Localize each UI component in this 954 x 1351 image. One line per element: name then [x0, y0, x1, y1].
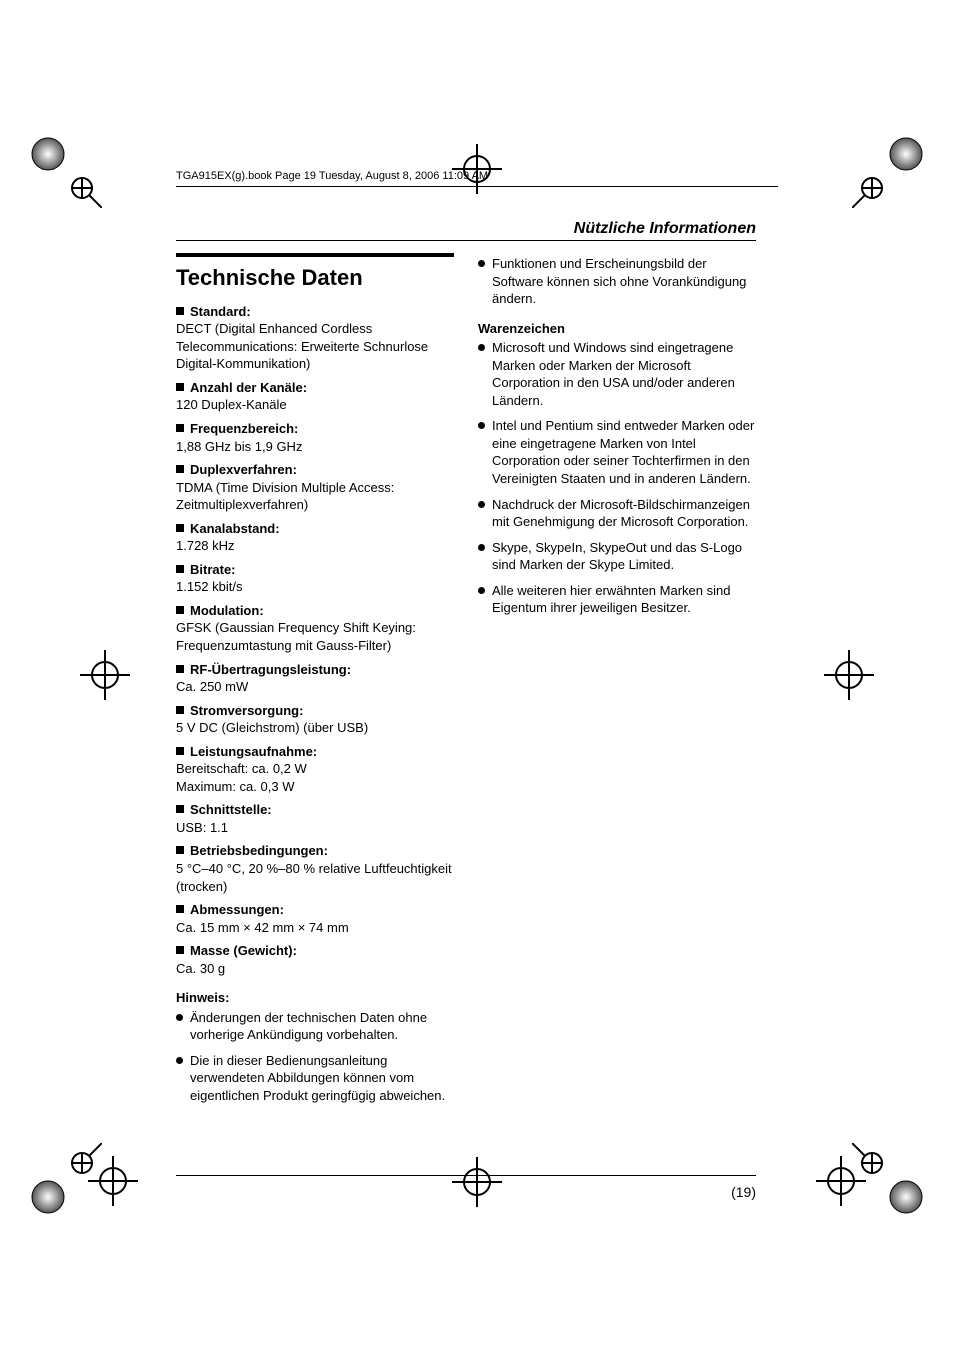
warenzeichen-item: Intel und Pentium sind entweder Marken o…: [478, 417, 756, 487]
spec-label-spacing: Kanalabstand:: [176, 520, 454, 538]
spec-label-opcond: Betriebsbedingungen:: [176, 842, 454, 860]
section-rule: [176, 240, 756, 241]
spec-value-power: 5 V DC (Gleichstrom) (über USB): [176, 719, 454, 737]
right-column: Funktionen und Erscheinungsbild der Soft…: [478, 253, 756, 1113]
columns: Technische Daten Standard: DECT (Digital…: [176, 253, 756, 1113]
left-column: Technische Daten Standard: DECT (Digital…: [176, 253, 454, 1113]
spec-value-mass: Ca. 30 ɡ: [176, 960, 454, 978]
register-mark-icon: [816, 1156, 866, 1206]
spec-label-modulation: Modulation:: [176, 602, 454, 620]
spec-value-spacing: 1.728 kHz: [176, 537, 454, 555]
register-mark-icon: [824, 650, 874, 700]
hinweis-list: Änderungen der technischen Daten ohne vo…: [176, 1009, 454, 1105]
spec-label-dims: Abmessungen:: [176, 901, 454, 919]
page-content: Nützliche Informationen Technische Daten…: [176, 220, 756, 1200]
spec-value-freq: 1,88 GHz bis 1,9 GHz: [176, 438, 454, 456]
main-heading: Technische Daten: [176, 263, 454, 293]
spec-value-consumption2: Maximum: ca. 0,3 W: [176, 778, 454, 796]
spec-value-channels: 120 Duplex-Kanäle: [176, 396, 454, 414]
hinweis-item: Die in dieser Bedienungsanleitung verwen…: [176, 1052, 454, 1105]
crop-mark-icon: [852, 136, 924, 208]
running-header: TGA915EX(g).book Page 19 Tuesday, August…: [176, 170, 488, 182]
spec-value-duplex: TDMA (Time Division Multiple Access: Zei…: [176, 479, 454, 514]
hinweis-item: Änderungen der technischen Daten ohne vo…: [176, 1009, 454, 1044]
header-rule: [176, 186, 778, 187]
page: TGA915EX(g).book Page 19 Tuesday, August…: [0, 0, 954, 1351]
warenzeichen-item: Alle weiteren hier erwähnten Marken sind…: [478, 582, 756, 617]
hinweis-title: Hinweis:: [176, 989, 454, 1007]
page-number: (19): [731, 1184, 756, 1200]
spec-value-rfpower: Ca. 250 mW: [176, 678, 454, 696]
hinweis-list-cont: Funktionen und Erscheinungsbild der Soft…: [478, 255, 756, 308]
spec-value-opcond: 5 °C–40 °C, 20 %–80 % relative Luftfeuch…: [176, 860, 454, 895]
register-mark-icon: [88, 1156, 138, 1206]
spec-value-bitrate: 1.152 kbit/s: [176, 578, 454, 596]
register-mark-icon: [80, 650, 130, 700]
spec-label-interface: Schnittstelle:: [176, 801, 454, 819]
heavy-rule: [176, 253, 454, 257]
warenzeichen-item: Nachdruck der Microsoft-Bildschirmanzeig…: [478, 496, 756, 531]
warenzeichen-list: Microsoft und Windows sind eingetragene …: [478, 339, 756, 617]
spec-value-interface: USB: 1.1: [176, 819, 454, 837]
crop-mark-icon: [30, 136, 102, 208]
spec-label-standard: Standard:: [176, 303, 454, 321]
spec-label-duplex: Duplexverfahren:: [176, 461, 454, 479]
spec-value-modulation: GFSK (Gaussian Frequency Shift Keying: F…: [176, 619, 454, 654]
spec-label-rfpower: RF-Übertragungsleistung:: [176, 661, 454, 679]
spec-label-consumption: Leistungsaufnahme:: [176, 743, 454, 761]
spec-value-consumption1: Bereitschaft: ca. 0,2 W: [176, 760, 454, 778]
spec-value-standard: DECT (Digital Enhanced Cordless Telecomm…: [176, 320, 454, 373]
footer-rule: [176, 1175, 756, 1176]
spec-value-dims: Ca. 15 mm × 42 mm × 74 mm: [176, 919, 454, 937]
spec-label-power: Stromversorgung:: [176, 702, 454, 720]
warenzeichen-item: Microsoft und Windows sind eingetragene …: [478, 339, 756, 409]
warenzeichen-item: Skype, SkypeIn, SkypeOut und das S-Logo …: [478, 539, 756, 574]
section-title: Nützliche Informationen: [176, 220, 756, 238]
spec-label-freq: Frequenzbereich:: [176, 420, 454, 438]
spec-label-mass: Masse (Gewicht):: [176, 942, 454, 960]
spec-label-channels: Anzahl der Kanäle:: [176, 379, 454, 397]
spec-label-bitrate: Bitrate:: [176, 561, 454, 579]
hinweis-item: Funktionen und Erscheinungsbild der Soft…: [478, 255, 756, 308]
warenzeichen-title: Warenzeichen: [478, 320, 756, 338]
